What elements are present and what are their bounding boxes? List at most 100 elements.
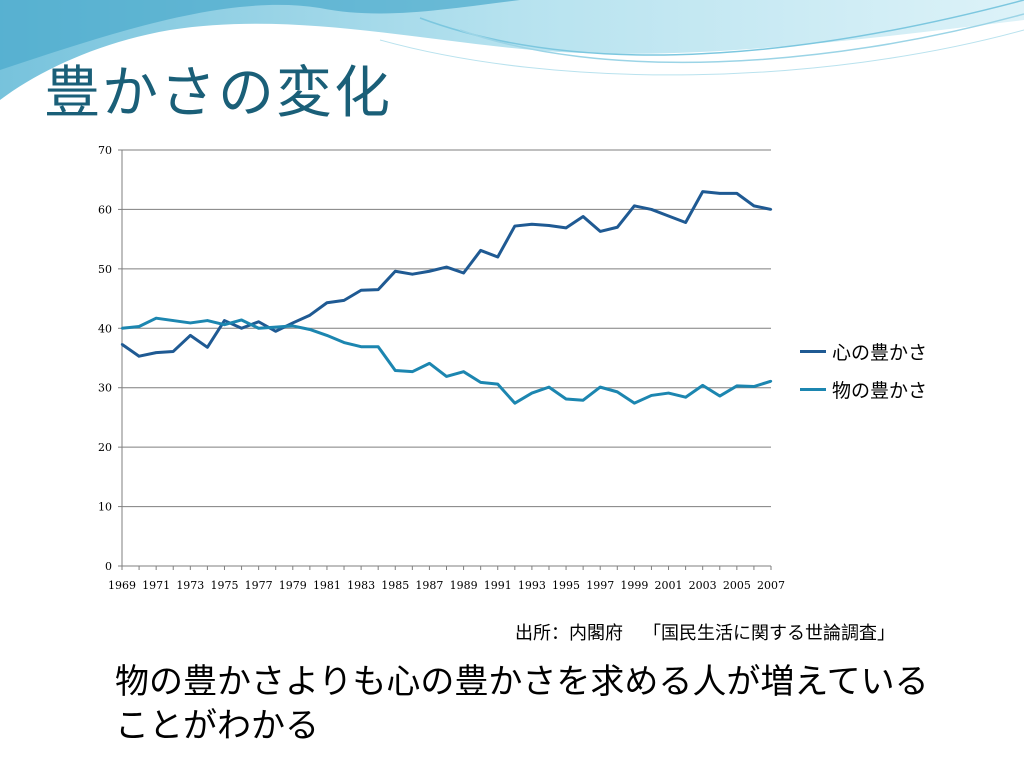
data-point-material-1970 — [137, 325, 141, 328]
data-point-heart-2007 — [769, 208, 773, 211]
data-point-material-1986 — [411, 370, 414, 373]
data-point-heart-1992 — [513, 224, 517, 228]
x-tick-label-2005: 2005 — [723, 579, 751, 592]
data-point-material-1988 — [445, 375, 448, 378]
legend-line-heart — [800, 349, 826, 353]
background-wave-decoration — [0, 0, 1024, 100]
data-point-material-1981 — [325, 334, 329, 337]
x-tick-label-1989: 1989 — [450, 579, 478, 592]
data-point-heart-1996 — [581, 215, 585, 218]
data-point-material-1997 — [599, 385, 602, 389]
data-point-heart-1998 — [616, 226, 619, 229]
legend-line-material — [800, 387, 826, 391]
data-point-material-1980 — [308, 328, 312, 331]
data-point-material-1984 — [376, 345, 380, 348]
data-point-heart-1989 — [462, 271, 465, 275]
data-point-material-1976 — [240, 318, 243, 322]
y-tick-label-40: 40 — [98, 322, 112, 335]
data-point-heart-1972 — [172, 350, 175, 353]
data-point-heart-1991 — [496, 255, 499, 259]
x-tick-label-1987: 1987 — [415, 579, 443, 592]
data-point-heart-1976 — [240, 327, 243, 330]
data-point-material-2006 — [752, 385, 756, 388]
series-line-heart — [121, 190, 772, 358]
x-tick-label-1991: 1991 — [484, 579, 512, 592]
data-point-material-1990 — [479, 381, 482, 384]
data-point-heart-1971 — [154, 351, 158, 354]
data-point-heart-1995 — [564, 226, 568, 230]
data-point-heart-1993 — [530, 223, 534, 226]
x-tick-label-1983: 1983 — [347, 579, 375, 592]
data-point-material-1974 — [206, 319, 209, 322]
data-point-material-1995 — [564, 397, 568, 401]
data-point-material-2007 — [769, 379, 773, 383]
data-point-heart-1970 — [137, 355, 141, 358]
data-point-heart-1979 — [291, 321, 294, 325]
data-point-heart-2004 — [718, 192, 721, 195]
y-tick-label-60: 60 — [98, 203, 112, 216]
data-point-material-1971 — [154, 316, 158, 320]
legend-item-heart: 心の豊かさ — [800, 332, 927, 370]
x-tick-label-1993: 1993 — [518, 579, 546, 592]
data-point-material-1987 — [428, 362, 431, 365]
x-tick-label-1985: 1985 — [381, 579, 409, 592]
data-point-heart-1977 — [257, 320, 260, 323]
data-point-heart-2003 — [701, 190, 704, 193]
data-point-material-1996 — [581, 398, 585, 402]
data-point-material-1977 — [257, 327, 260, 330]
data-point-heart-1994 — [547, 224, 551, 227]
x-tick-label-1969: 1969 — [108, 579, 136, 592]
data-point-heart-1988 — [445, 265, 448, 269]
y-tick-label-50: 50 — [98, 263, 112, 276]
x-tick-label-1975: 1975 — [210, 579, 238, 592]
data-point-material-1979 — [291, 324, 294, 328]
legend-label-material: 物の豊かさ — [832, 379, 928, 402]
data-point-heart-1980 — [308, 314, 312, 317]
data-point-heart-2005 — [735, 192, 739, 195]
x-tick-label-2001: 2001 — [655, 579, 683, 592]
chart-legend: 心の豊かさ 物の豊かさ — [800, 332, 927, 408]
source-note: 出所：内閣府 「国民生活に関する世論調査」 — [515, 622, 955, 646]
x-tick-label-2003: 2003 — [689, 579, 717, 592]
data-point-material-1993 — [530, 391, 534, 395]
data-point-material-1975 — [223, 323, 226, 326]
data-point-heart-1975 — [223, 319, 226, 322]
x-tick-label-1977: 1977 — [245, 579, 273, 592]
data-point-heart-1999 — [633, 204, 636, 208]
data-point-heart-2006 — [752, 204, 756, 208]
data-point-material-1992 — [513, 401, 517, 405]
x-tick-label-1999: 1999 — [620, 579, 648, 592]
data-point-heart-2000 — [650, 208, 653, 211]
data-point-material-2004 — [718, 394, 721, 398]
data-point-material-2002 — [684, 396, 687, 399]
data-point-material-2000 — [650, 394, 653, 397]
data-point-heart-1973 — [189, 334, 192, 337]
data-point-heart-1990 — [479, 249, 482, 252]
data-point-heart-1978 — [274, 330, 277, 333]
conclusion-text: 物の豊かさよりも心の豊かさを求める人が増えていることがわかる — [115, 662, 929, 746]
data-point-material-2005 — [735, 384, 739, 388]
data-point-heart-1997 — [599, 230, 602, 233]
data-point-material-1998 — [616, 390, 619, 394]
data-point-heart-1985 — [394, 270, 397, 273]
data-point-heart-1982 — [342, 299, 346, 302]
data-point-heart-2002 — [684, 221, 687, 224]
x-tick-label-1997: 1997 — [586, 579, 614, 592]
legend-item-material: 物の豊かさ — [800, 370, 927, 408]
y-tick-label-10: 10 — [98, 501, 112, 514]
data-point-material-1994 — [547, 385, 551, 389]
data-point-material-1989 — [462, 370, 465, 373]
data-point-material-1982 — [342, 341, 346, 344]
data-point-heart-1984 — [376, 288, 380, 291]
x-tick-label-1981: 1981 — [313, 579, 341, 592]
data-point-material-1983 — [359, 345, 363, 348]
data-point-heart-1986 — [411, 273, 414, 276]
line-chart: 0 10 20 30 40 50 60 70 1969 1971 1973 1975 1977 1979 1… — [98, 144, 785, 592]
data-point-heart-1974 — [206, 346, 209, 349]
x-tick-label-1979: 1979 — [279, 579, 307, 592]
y-tick-label-70: 70 — [98, 144, 112, 157]
data-point-material-1972 — [172, 319, 175, 322]
x-tick-label-1971: 1971 — [142, 579, 170, 592]
source-organization: 出所：内閣府 — [515, 623, 623, 644]
data-point-material-2001 — [667, 391, 670, 395]
